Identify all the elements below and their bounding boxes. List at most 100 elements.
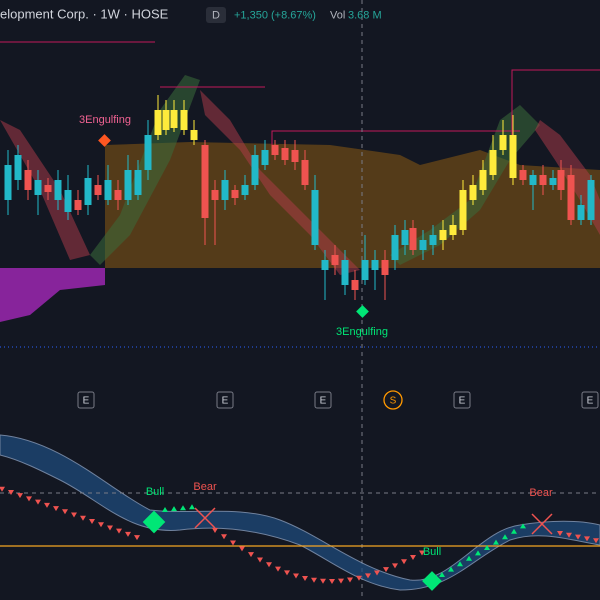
candle-body [74,200,82,210]
down-marker [80,515,86,521]
ribbon [200,90,360,275]
down-marker [275,566,281,572]
down-marker [35,499,41,505]
candle-body [351,280,359,290]
symbol-title: elopment Corp. · 1W · HOSE [0,6,169,21]
candles [4,95,595,300]
down-marker [212,528,218,533]
candle-body [24,170,32,190]
down-marker [134,535,140,541]
down-marker [575,534,581,540]
candle-body [549,178,557,185]
candle-body [321,260,329,270]
interval-badge [206,7,226,23]
event-badge [383,390,403,410]
event-badge [216,391,234,409]
candle-body [499,135,507,150]
down-marker [356,575,362,581]
candle-body [489,150,497,175]
candle-body [469,185,477,200]
event-label: E [222,396,229,407]
candle-body [519,170,527,180]
candle-body [34,180,42,195]
candle-body [331,255,339,265]
up-marker [457,561,463,567]
down-marker [125,531,131,537]
event-label: E [320,396,327,407]
candle-body [211,190,219,200]
candle-body [124,170,132,200]
candle-body [361,260,369,280]
candle-body [291,150,299,162]
down-marker [53,506,59,512]
event-label: E [83,396,90,407]
down-marker [0,486,5,492]
candle-body [439,230,447,240]
candle-body [14,155,22,180]
event-badge [453,391,471,409]
candle-body [449,225,457,235]
down-marker [302,575,308,581]
level-line [511,69,600,135]
candle-body [567,175,575,220]
down-marker [221,534,227,540]
candle-body [381,260,389,275]
candle-body [419,240,427,250]
bull-label: Bull [146,486,164,498]
candle-body [391,235,399,260]
candle-body [401,230,409,245]
candle-body [281,148,289,160]
candle-body [54,180,62,200]
candle-body [94,185,102,195]
candle-body [104,180,112,200]
down-marker [329,579,335,585]
down-marker [26,496,32,502]
candle-body [577,205,585,220]
down-marker [239,546,245,552]
interval-badge-text: D [212,9,220,21]
pattern-label: 3Engulfing [336,326,388,338]
down-marker [338,578,344,584]
down-marker [293,573,299,579]
down-marker [365,573,371,579]
candle-body [114,190,122,200]
down-marker [71,512,77,518]
bear-cross [531,513,553,535]
cloud [105,142,600,268]
down-marker [8,489,14,495]
down-marker [401,559,407,565]
up-marker [448,566,454,572]
down-marker [98,522,104,528]
down-marker [17,493,23,499]
candle-body [134,170,142,195]
down-marker [62,509,68,515]
candle-body [539,175,547,185]
bull-diamond [422,571,442,591]
up-marker [511,528,517,534]
up-marker [493,539,499,545]
up-marker [162,507,168,512]
event-badge [581,391,599,409]
oscillator-markers [0,486,599,585]
candle-body [301,160,309,185]
up-marker [466,555,472,561]
candle-body [479,170,487,190]
candle-body [429,235,437,245]
event-label: E [459,396,466,407]
candle-body [201,145,209,218]
candle-body [529,175,537,185]
candle-body [587,180,595,220]
candle-body [4,165,12,200]
down-marker [392,563,398,569]
candle-body [190,130,198,140]
down-marker [107,525,113,531]
up-marker [484,545,490,550]
down-marker [248,552,254,558]
down-marker [374,570,380,576]
up-marker [180,505,186,511]
candle-body [409,228,417,250]
candle-body [170,110,178,128]
down-marker [557,531,563,536]
